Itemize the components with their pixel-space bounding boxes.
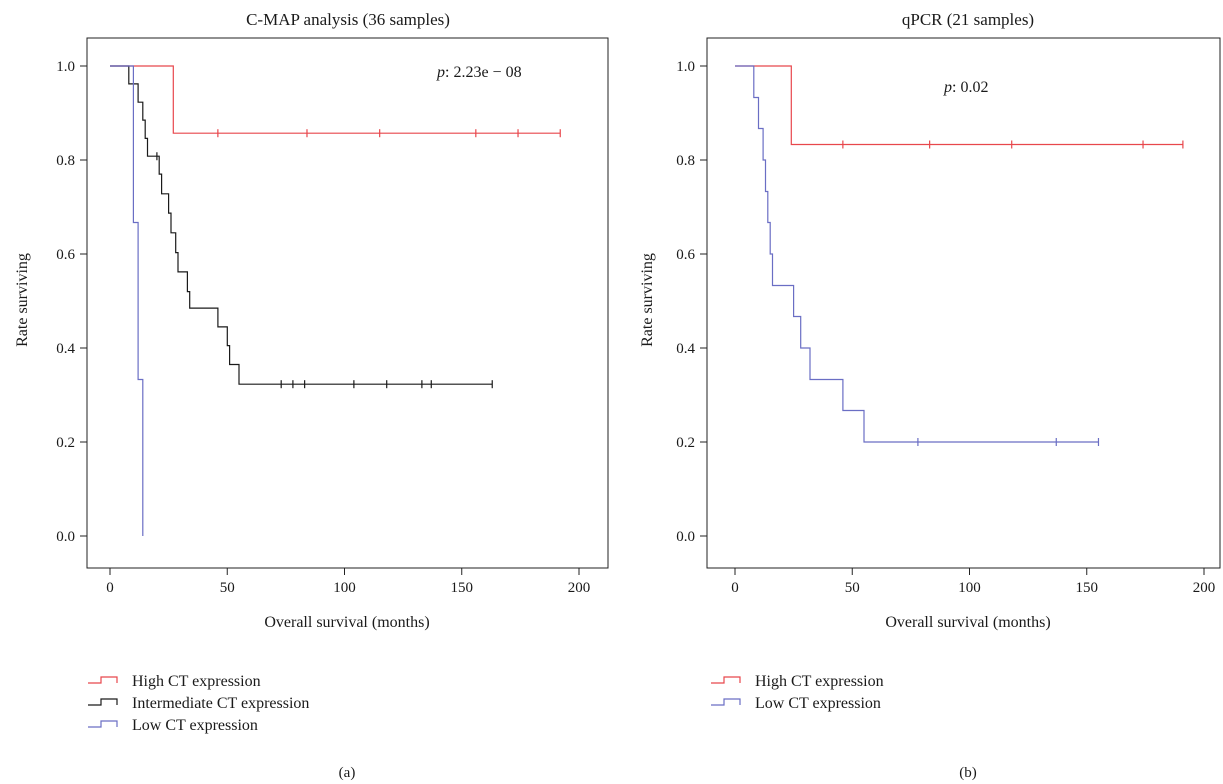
y-axis-label: Rate surviving — [14, 253, 31, 347]
legend-swatch — [711, 698, 741, 706]
legend-swatch — [88, 676, 118, 684]
panel-b: qPCR (21 samples) Overall survival (mont… — [639, 10, 1221, 781]
legend-swatch — [711, 676, 741, 684]
legend-label: Intermediate CT expression — [132, 695, 309, 712]
chart-title: C-MAP analysis (36 samples) — [246, 10, 450, 29]
series-line — [110, 65, 493, 385]
legend-label: High CT expression — [132, 673, 261, 690]
x-axis-label: Overall survival (months) — [885, 614, 1050, 631]
x-tick-label: 150 — [451, 580, 474, 596]
y-tick-label: 0.6 — [676, 247, 695, 263]
y-tick-label: 0.4 — [676, 341, 695, 357]
p-value-text: : 2.23e − 08 — [445, 64, 522, 81]
y-tick-label: 1.0 — [676, 59, 695, 75]
x-axis-label: Overall survival (months) — [264, 614, 429, 631]
y-tick-label: 0.8 — [676, 153, 695, 169]
x-tick-label: 200 — [568, 580, 591, 596]
plot-frame — [86, 37, 609, 569]
panel-label: (a) — [339, 765, 356, 781]
panel-label: (b) — [959, 765, 977, 781]
legend-label: Low CT expression — [132, 717, 258, 734]
chart-title: qPCR (21 samples) — [902, 10, 1034, 29]
y-axis-label: Rate surviving — [639, 253, 656, 347]
y-tick-label: 1.0 — [56, 59, 75, 75]
series-line — [735, 65, 1183, 146]
legend-label: Low CT expression — [755, 695, 881, 712]
x-tick-label: 100 — [958, 580, 981, 596]
y-tick-label: 0.2 — [56, 435, 75, 451]
series-line — [110, 65, 144, 536]
panel-a: C-MAP analysis (36 samples) Overall surv… — [14, 10, 609, 781]
p-value-prefix: p — [943, 79, 952, 96]
x-tick-label: 50 — [845, 580, 860, 596]
x-tick-label: 0 — [731, 580, 739, 596]
y-tick-label: 0.4 — [56, 341, 75, 357]
series-group — [735, 65, 1184, 446]
axis-ticks: 0 50 100 150 200 0.0 0.2 0.4 0.6 0.8 1.0 — [56, 59, 590, 596]
series-line — [735, 65, 1099, 443]
y-tick-label: 0.6 — [56, 247, 75, 263]
y-tick-label: 0.8 — [56, 153, 75, 169]
series-group — [110, 65, 561, 536]
plot-frame — [706, 37, 1221, 569]
axis-ticks: 0 50 100 150 200 0.0 0.2 0.4 0.6 0.8 1.0 — [676, 59, 1215, 596]
p-value-prefix: p — [436, 64, 445, 81]
legend-label: High CT expression — [755, 673, 884, 690]
legend-swatch — [88, 720, 118, 728]
legend: High CT expression Low CT expression — [711, 673, 884, 712]
legend: High CT expression Intermediate CT expres… — [88, 673, 309, 734]
x-tick-label: 100 — [333, 580, 356, 596]
y-tick-label: 0.0 — [56, 529, 75, 545]
p-value-annotation: p: 0.02 — [943, 79, 988, 96]
x-tick-label: 50 — [220, 580, 235, 596]
x-tick-label: 200 — [1193, 580, 1216, 596]
p-value-annotation: p: 2.23e − 08 — [436, 64, 522, 81]
series-line — [110, 65, 561, 134]
x-tick-label: 0 — [106, 580, 114, 596]
y-tick-label: 0.2 — [676, 435, 695, 451]
y-tick-label: 0.0 — [676, 529, 695, 545]
p-value-text: : 0.02 — [952, 79, 988, 96]
x-tick-label: 150 — [1076, 580, 1099, 596]
legend-swatch — [88, 698, 118, 706]
